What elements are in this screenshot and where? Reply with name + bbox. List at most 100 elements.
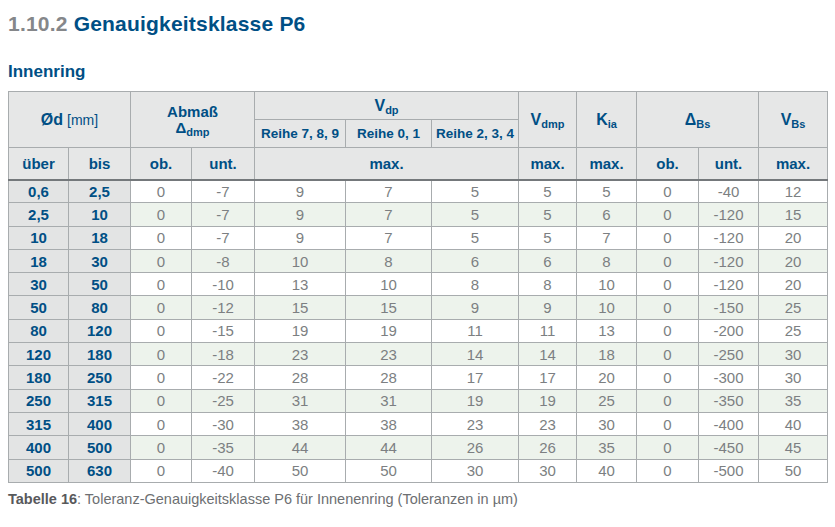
page-title: 1.10.2 Genauigkeitsklasse P6: [8, 12, 827, 36]
table-cell: 13: [577, 319, 637, 342]
table-cell: 0: [637, 226, 699, 249]
cell-bis: 80: [69, 296, 131, 319]
header-max-vdmp: max.: [519, 148, 577, 180]
header-ueber: über: [9, 148, 69, 180]
header-max-kia: max.: [577, 148, 637, 180]
table-row: 30500-10131088100-12020: [9, 273, 828, 296]
table-cell: 23: [432, 412, 519, 435]
table-cell: 9: [432, 296, 519, 319]
table-cell: 7: [346, 180, 432, 203]
table-row: 5006300-4050503030400-50050: [9, 459, 828, 482]
header-reihe-234: Reihe 2, 3, 4: [432, 120, 519, 148]
table-cell: 26: [519, 436, 577, 459]
table-cell: -12: [192, 296, 255, 319]
cell-bis: 400: [69, 412, 131, 435]
table-cell: 9: [255, 180, 346, 203]
table-cell: 11: [432, 319, 519, 342]
table-cell: 18: [577, 343, 637, 366]
table-row: 0,62,50-7975550-4012: [9, 180, 828, 203]
table-cell: 0: [131, 366, 192, 389]
table-cell: 5: [432, 203, 519, 226]
table-cell: 0: [131, 226, 192, 249]
table-cell: -500: [699, 459, 759, 482]
table-cell: 15: [759, 203, 828, 226]
table-cell: 25: [759, 296, 828, 319]
table-cell: 0: [637, 459, 699, 482]
cell-bis: 18: [69, 226, 131, 249]
table-cell: 0: [637, 249, 699, 272]
cell-bis: 10: [69, 203, 131, 226]
table-cell: 0: [637, 436, 699, 459]
table-row: 4005000-3544442626350-45045: [9, 436, 828, 459]
table-cell: 30: [519, 459, 577, 482]
cell-ueber: 120: [9, 343, 69, 366]
table-cell: 25: [577, 389, 637, 412]
table-cell: 17: [432, 366, 519, 389]
table-cell: 5: [519, 226, 577, 249]
table-cell: -300: [699, 366, 759, 389]
table-cell: 26: [432, 436, 519, 459]
table-cell: 23: [255, 343, 346, 366]
table-cell: 44: [346, 436, 432, 459]
header-unt: unt.: [192, 148, 255, 180]
table-cell: 6: [577, 203, 637, 226]
table-cell: 0: [131, 296, 192, 319]
table-cell: 40: [759, 412, 828, 435]
table-cell: -10: [192, 273, 255, 296]
abmass-label: Abmaß: [131, 103, 254, 120]
cell-bis: 2,5: [69, 180, 131, 203]
header-ob: ob.: [131, 148, 192, 180]
table-cell: 20: [577, 366, 637, 389]
table-cell: -120: [699, 203, 759, 226]
table-row: 1201800-1823231414180-25030: [9, 343, 828, 366]
header-diameter: Ød[mm]: [9, 92, 131, 148]
table-header: Ød[mm] AbmaßΔdmp Vdp Vdmp Kia ΔBs VBs Re…: [9, 92, 828, 180]
table-cell: 44: [255, 436, 346, 459]
table-cell: -120: [699, 273, 759, 296]
table-cell: 6: [432, 249, 519, 272]
header-kia: Kia: [577, 92, 637, 148]
table-cell: -40: [699, 180, 759, 203]
table-cell: 0: [131, 436, 192, 459]
section-title: Genauigkeitsklasse P6: [74, 12, 306, 35]
table-cell: 19: [432, 389, 519, 412]
table-cell: 5: [519, 180, 577, 203]
table-cell: 8: [432, 273, 519, 296]
table-cell: 14: [432, 343, 519, 366]
header-row-symbols: Ød[mm] AbmaßΔdmp Vdp Vdmp Kia ΔBs VBs: [9, 92, 828, 120]
table-row: 50800-12151599100-15025: [9, 296, 828, 319]
table-cell: 10: [577, 273, 637, 296]
header-vbs: VBs: [759, 92, 828, 148]
cell-ueber: 2,5: [9, 203, 69, 226]
header-max-vdp: max.: [255, 148, 519, 180]
cell-bis: 315: [69, 389, 131, 412]
table-cell: 5: [577, 180, 637, 203]
header-vdmp: Vdmp: [519, 92, 577, 148]
subtitle-innenring: Innenring: [8, 62, 827, 82]
table-cell: 0: [131, 180, 192, 203]
table-cell: -7: [192, 203, 255, 226]
table-cell: 20: [759, 273, 828, 296]
table-cell: 50: [255, 459, 346, 482]
table-cell: 15: [346, 296, 432, 319]
cell-ueber: 50: [9, 296, 69, 319]
table-row: 18300-81086680-12020: [9, 249, 828, 272]
table-cell: 15: [255, 296, 346, 319]
table-cell: 30: [759, 366, 828, 389]
cell-bis: 500: [69, 436, 131, 459]
table-cell: 0: [131, 459, 192, 482]
table-cell: 20: [759, 226, 828, 249]
table-cell: 31: [346, 389, 432, 412]
table-row: 2,5100-7975560-12015: [9, 203, 828, 226]
table-cell: 8: [577, 249, 637, 272]
table-cell: -450: [699, 436, 759, 459]
table-cell: 13: [255, 273, 346, 296]
table-cell: 5: [432, 180, 519, 203]
table-cell: 12: [759, 180, 828, 203]
table-cell: 8: [519, 273, 577, 296]
table-cell: 6: [519, 249, 577, 272]
table-cell: 20: [759, 249, 828, 272]
table-cell: 38: [255, 412, 346, 435]
table-cell: 35: [577, 436, 637, 459]
table-cell: -15: [192, 319, 255, 342]
